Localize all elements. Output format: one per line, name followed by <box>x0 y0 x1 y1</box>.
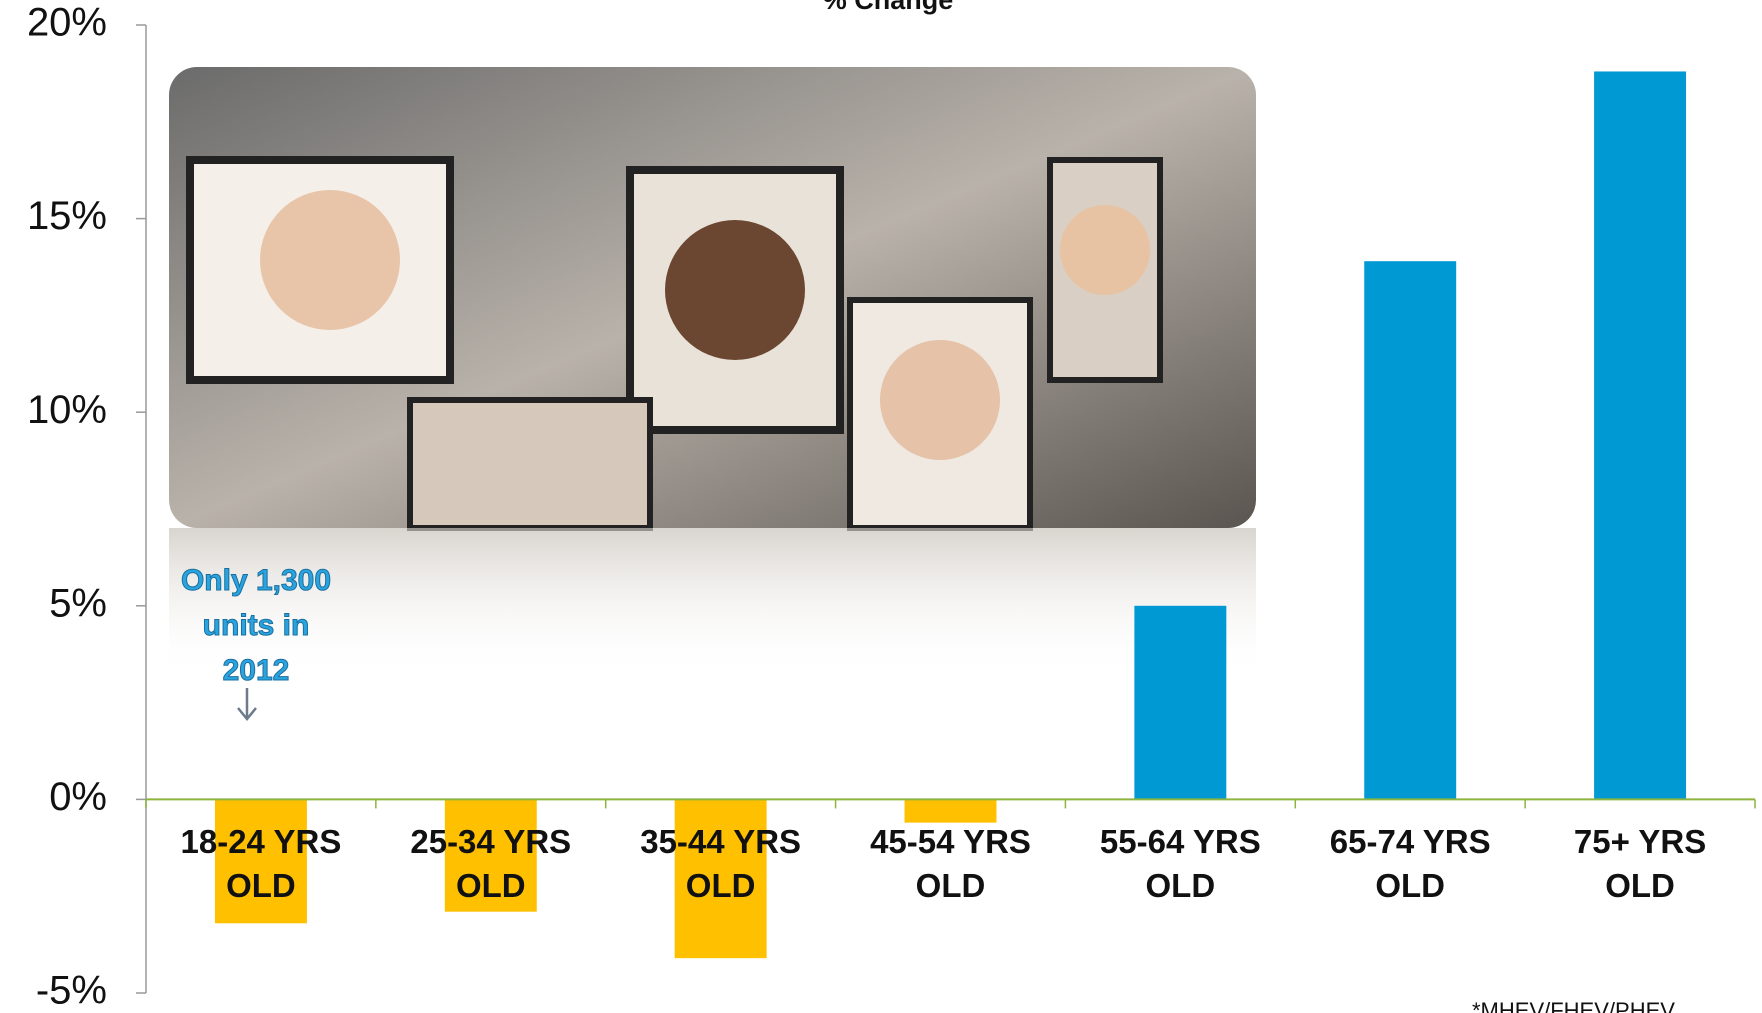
x-tick-label: 45-54 YRS OLD <box>851 820 1051 908</box>
y-tick-label: 10% <box>27 388 107 432</box>
bar <box>1364 261 1456 799</box>
x-tick-label: 35-44 YRS OLD <box>621 820 821 908</box>
y-tick-label: 0% <box>49 775 107 819</box>
annotation: Only 1,300 units in 2012 <box>166 558 346 693</box>
bar <box>1134 606 1226 800</box>
y-tick-label: 15% <box>27 194 107 238</box>
y-tick-label: 5% <box>49 581 107 625</box>
x-tick-label: 55-64 YRS OLD <box>1080 820 1280 908</box>
x-tick-label: 25-34 YRS OLD <box>391 820 591 908</box>
bar <box>1594 71 1686 799</box>
x-tick-label: 75+ YRS OLD <box>1540 820 1740 908</box>
y-tick-label: 20% <box>27 1 107 45</box>
bar <box>905 799 997 822</box>
x-tick-label: 18-24 YRS OLD <box>161 820 361 908</box>
footnote: *MHEV/FHEV/PHEV <box>1472 998 1675 1013</box>
chart-title: % Change <box>823 0 954 15</box>
y-tick-label: -5% <box>36 969 107 1013</box>
x-tick-label: 65-74 YRS OLD <box>1310 820 1510 908</box>
chart-page: % Change-5%0%5%10%15%20%*MHEV/FHEV/PHEV … <box>0 0 1762 1013</box>
